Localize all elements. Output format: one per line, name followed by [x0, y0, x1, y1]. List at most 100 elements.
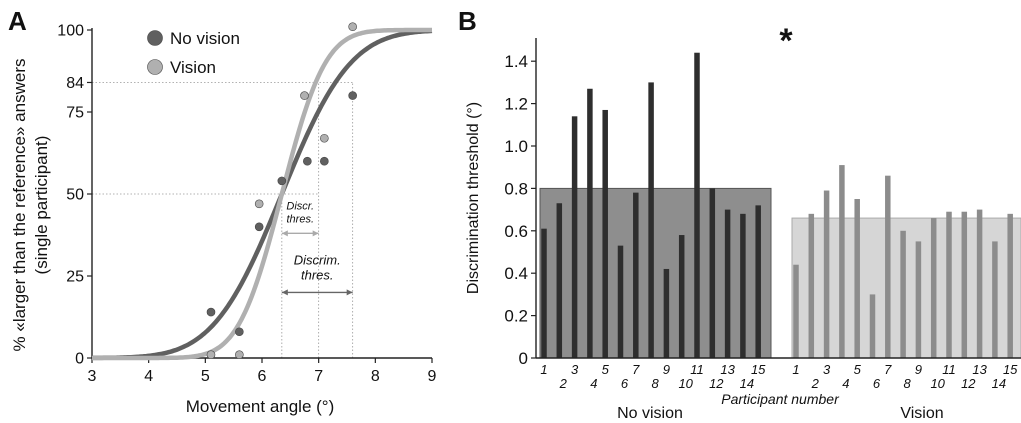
- a-x-tick-label: 6: [258, 368, 267, 385]
- panel-b-letter: B: [458, 6, 477, 36]
- a-data-point: [206, 307, 216, 317]
- b-bar: [992, 241, 998, 358]
- a-data-point: [254, 199, 264, 209]
- a-x-tick-label: 3: [88, 368, 97, 385]
- b-participant-label: 8: [651, 376, 659, 391]
- b-bar: [617, 245, 624, 358]
- b-axes: 0 0.2 0.4 0.6 0.8 1.0 1.2 1.4: [504, 38, 1021, 368]
- b-bar: [678, 235, 685, 358]
- a-annotation-text: Discrim.: [294, 252, 341, 267]
- a-y-tick-label: 50: [66, 187, 84, 204]
- a-x-tick-label: 7: [314, 368, 323, 385]
- b-mean-box: [791, 217, 1021, 359]
- b-participant-label: 12: [961, 376, 976, 391]
- b-bar: [961, 211, 968, 358]
- a-legend-marker: [147, 30, 163, 46]
- a-y-tick-label: 75: [66, 105, 84, 122]
- b-bar: [793, 264, 799, 358]
- b-bars: [541, 52, 1013, 359]
- b-bar: [709, 188, 716, 358]
- b-y-tick-label: 1.2: [504, 95, 528, 114]
- b-participant-label: 6: [621, 376, 629, 391]
- a-data-point: [320, 133, 329, 143]
- b-participant-label: 4: [590, 376, 597, 391]
- b-bar: [740, 213, 746, 358]
- a-reference-lines: [92, 82, 354, 358]
- b-participant-label: 15: [751, 362, 766, 377]
- b-participant-label: 9: [915, 362, 922, 377]
- b-bar: [587, 88, 593, 358]
- b-bar: [976, 209, 983, 358]
- a-y-tick-label: 25: [66, 269, 84, 286]
- b-bar: [755, 205, 761, 358]
- b-bar: [900, 230, 906, 358]
- b-participant-label: 14: [740, 376, 754, 391]
- a-data-point: [235, 327, 244, 337]
- b-mean-box: [539, 187, 772, 359]
- b-bar: [541, 228, 547, 358]
- a-fit-curve: [92, 28, 433, 361]
- b-bar: [915, 241, 922, 358]
- b-y-tick-label: 0: [519, 349, 528, 368]
- b-participant-label: 2: [811, 376, 820, 391]
- b-mean-boxes: [539, 187, 1021, 359]
- a-data-point: [348, 91, 357, 100]
- a-x-axis-label: Movement angle (°): [186, 397, 335, 416]
- b-participant-label: 7: [632, 362, 640, 377]
- b-bar: [808, 213, 815, 358]
- b-bar: [839, 165, 845, 358]
- a-x-tick-label: 5: [201, 368, 210, 385]
- a-x-tick-label: 4: [144, 368, 153, 385]
- b-participant-label: 13: [972, 362, 987, 377]
- b-group-name: Vision: [900, 405, 943, 422]
- b-bar: [602, 109, 608, 359]
- panel-a-letter: A: [8, 6, 27, 36]
- b-participant-label: 11: [690, 362, 704, 377]
- b-significance-star: *: [779, 22, 793, 60]
- a-data-point: [254, 222, 264, 232]
- b-participant-label: 10: [930, 376, 945, 391]
- a-x-tick-label: 8: [371, 368, 380, 385]
- b-participant-label: 1: [540, 362, 547, 377]
- a-data-points: [206, 22, 357, 360]
- b-y-tick-label: 0.6: [504, 222, 528, 241]
- b-participant-label: 5: [602, 362, 610, 377]
- a-fit-curve: [92, 27, 432, 361]
- b-bar: [556, 203, 563, 358]
- a-y-tick-label: 84: [66, 75, 84, 92]
- b-y-tick-label: 1.4: [504, 52, 528, 71]
- a-annotations: Discr.thres.Discrim.thres.: [281, 200, 353, 296]
- a-data-point: [300, 91, 309, 100]
- a-y-axis-label-line1: % «larger than the reference» answers: [10, 59, 29, 352]
- a-annotation-text: thres.: [301, 267, 334, 282]
- a-x-tick-label: 9: [428, 368, 437, 385]
- b-participant-label: 13: [720, 362, 735, 377]
- b-participant-label: 11: [942, 362, 956, 377]
- a-annotation-text: thres.: [286, 213, 314, 225]
- b-bar: [946, 211, 952, 358]
- a-legend-label: Vision: [170, 58, 216, 77]
- a-data-point: [320, 156, 329, 166]
- b-bar: [633, 192, 639, 358]
- a-legend: No vision Vision: [147, 29, 240, 77]
- b-participant-label: 1: [792, 362, 799, 377]
- a-data-point: [348, 22, 357, 32]
- a-data-point: [206, 350, 216, 360]
- a-data-point: [235, 350, 244, 360]
- b-y-axis-label: Discrimination threshold (°): [465, 102, 482, 294]
- b-participant-label: 12: [709, 376, 724, 391]
- a-data-point: [277, 176, 287, 186]
- b-participant-label: 14: [992, 376, 1006, 391]
- b-group-name: No vision: [617, 405, 683, 422]
- a-data-point: [303, 156, 312, 166]
- b-participant-label: 3: [571, 362, 579, 377]
- b-participant-label: 10: [678, 376, 693, 391]
- b-bar: [930, 218, 937, 358]
- b-participant-label: 15: [1003, 362, 1018, 377]
- b-bar: [694, 52, 700, 358]
- b-bar: [571, 116, 578, 358]
- b-y-tick-label: 0.8: [504, 179, 528, 198]
